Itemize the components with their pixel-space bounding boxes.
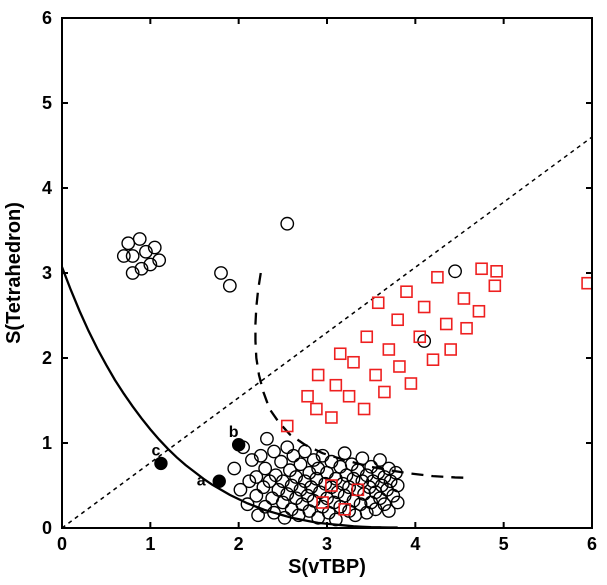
point-label: c [151,443,160,460]
x-tick-label: 1 [145,534,155,554]
x-tick-label: 6 [587,534,597,554]
point-label: b [229,424,239,441]
y-tick-label: 1 [42,433,52,453]
y-tick-label: 3 [42,263,52,283]
point-label: a [197,472,206,489]
y-tick-label: 6 [42,8,52,28]
labeled-point [213,475,225,487]
y-tick-label: 4 [42,178,52,198]
y-axis-label: S(Tetrahedron) [3,202,25,344]
x-tick-label: 3 [322,534,332,554]
y-tick-label: 2 [42,348,52,368]
x-axis-label: S(vTBP) [288,556,366,578]
x-tick-label: 5 [499,534,509,554]
y-tick-label: 5 [42,93,52,113]
x-tick-label: 2 [234,534,244,554]
x-tick-label: 0 [57,534,67,554]
chart-canvas: a b c 0 1 2 3 4 5 6 0 1 2 3 4 5 6 S(vTBP) S(Tetrahedron) [0,0,607,585]
y-tick-label: 0 [42,518,52,538]
x-tick-label: 4 [410,534,420,554]
scatter-chart: a b c 0 1 2 3 4 5 6 0 1 2 3 4 5 6 S(vTBP) S(Tetrahedron) [0,0,607,585]
